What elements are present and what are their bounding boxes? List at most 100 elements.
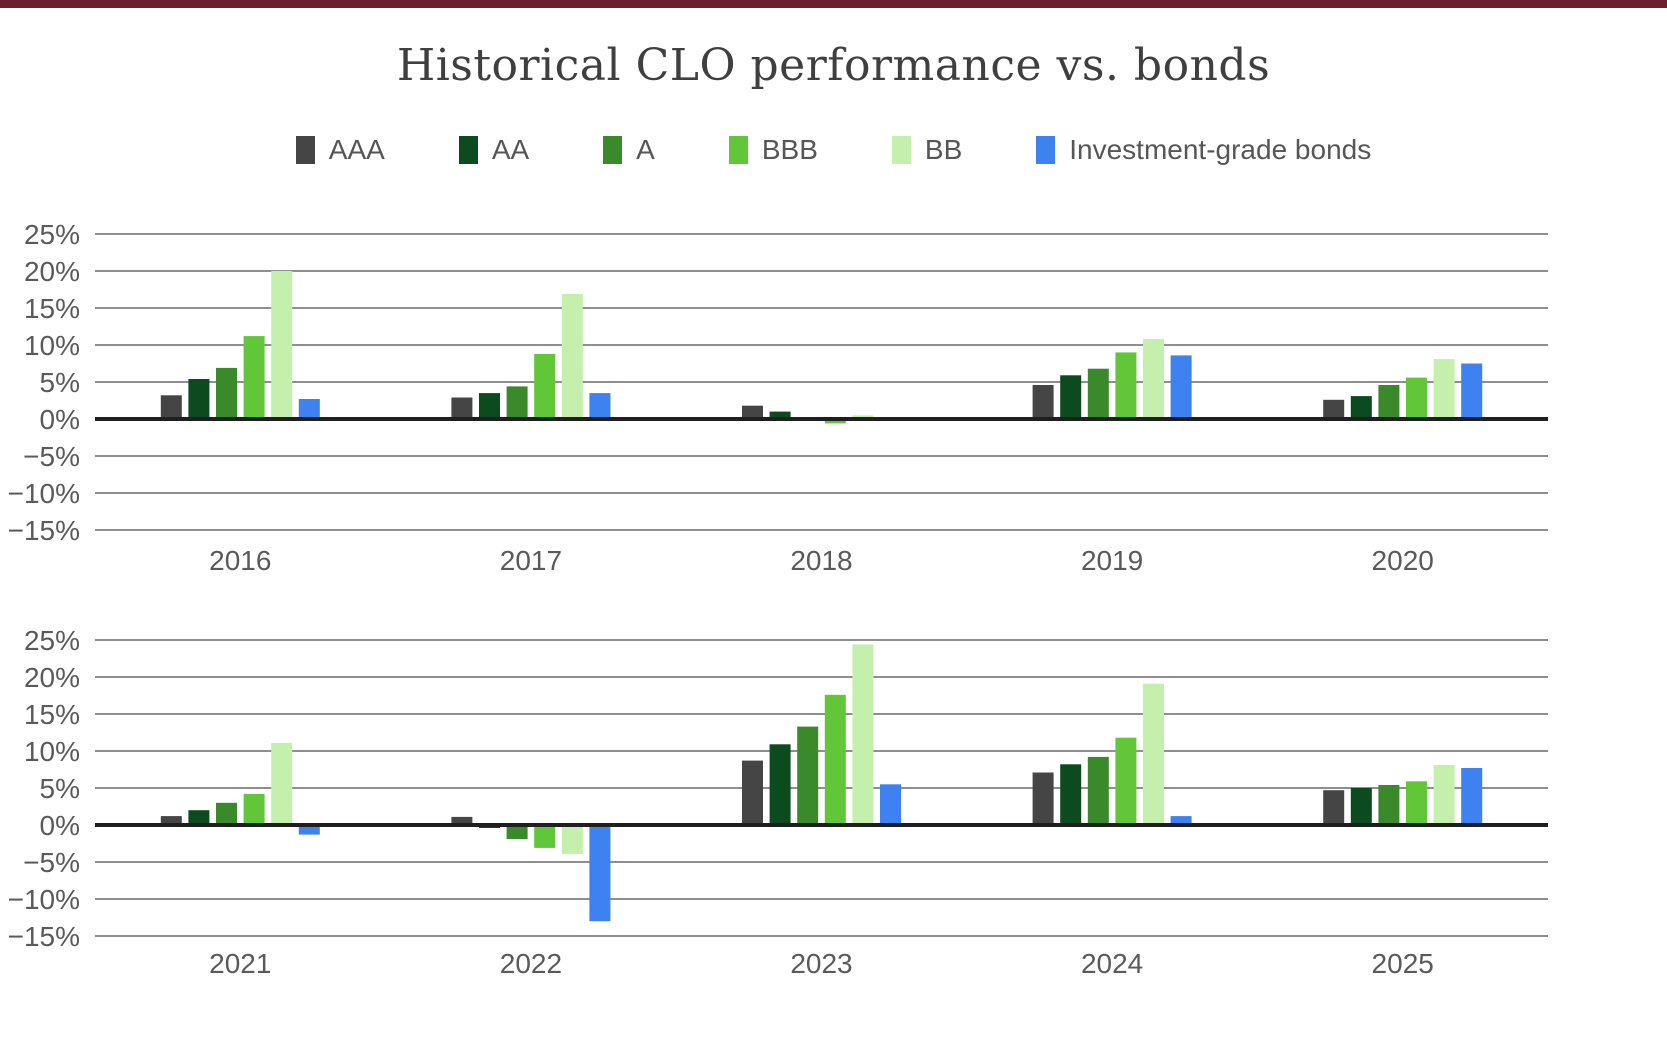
- legend-item-investment-grade-bonds: Investment-grade bonds: [1036, 134, 1371, 166]
- legend-swatch-a: [603, 136, 623, 164]
- legend-label-aaa: AAA: [328, 134, 385, 165]
- bar-2023-aa: [769, 744, 791, 825]
- y-tick-label: −10%: [8, 884, 80, 915]
- bar-2021-aa: [188, 810, 210, 825]
- bar-2024-bb: [1143, 683, 1164, 825]
- bar-2019-investment-grade-bonds: [1170, 355, 1192, 419]
- y-tick-label: 25%: [24, 219, 80, 250]
- x-tick-label: 2024: [1081, 948, 1143, 979]
- bar-2022-bbb: [534, 825, 556, 848]
- y-tick-label: −15%: [8, 921, 80, 952]
- chart-legend: AAA AA A BBB BB Investment-grade bonds: [0, 134, 1667, 166]
- bar-chart-panel-top: 25% 20% 15% 10% 5% 0% −5% −10% −15% 2016 2017 2018 2…: [8, 219, 1548, 576]
- x-tick-label: 2025: [1372, 948, 1434, 979]
- y-tick-label: −10%: [8, 478, 80, 509]
- bar-chart-panel-bottom: 25% 20% 15% 10% 5% 0% −5% −10% −15% 2021 2022 2023 2…: [8, 625, 1548, 979]
- legend-label-bbb: BBB: [761, 134, 818, 165]
- x-tick-label: 2022: [500, 948, 562, 979]
- bar-2022-aaa: [451, 816, 473, 825]
- bar-2025-aaa: [1323, 790, 1345, 825]
- bar-2019-aa: [1060, 375, 1082, 419]
- legend-label-bb: BB: [924, 134, 963, 165]
- bar-2019-aaa: [1032, 385, 1054, 419]
- bar-2017-bbb: [534, 353, 556, 419]
- bar-2020-bb: [1433, 359, 1455, 419]
- bar-2024-a: [1087, 756, 1109, 825]
- bar-2016-bbb: [243, 336, 265, 419]
- y-tick-label: 10%: [24, 330, 80, 361]
- bar-2016-bb: [271, 271, 293, 419]
- bar-2016-a: [216, 367, 237, 419]
- bar-2019-bbb: [1115, 352, 1137, 419]
- x-tick-label: 2023: [790, 948, 852, 979]
- x-tick-label: 2016: [209, 545, 271, 576]
- bar-2017-a: [506, 386, 528, 419]
- bar-2017-investment-grade-bonds: [589, 393, 611, 419]
- legend-item-aa: AA: [458, 134, 530, 166]
- legend-swatch-investment-grade-bonds: [1036, 136, 1056, 164]
- bar-2018-bbb: [824, 419, 846, 424]
- bar-2023-a: [797, 726, 819, 825]
- bar-2023-bb: [852, 644, 874, 825]
- bar-2018-aaa: [742, 405, 763, 419]
- bar-2018-aa: [769, 411, 791, 419]
- bar-2025-bbb: [1406, 781, 1427, 825]
- top-accent-bar: [0, 0, 1667, 8]
- x-tick-label: 2018: [790, 545, 852, 576]
- legend-label-investment-grade-bonds: Investment-grade bonds: [1069, 134, 1372, 165]
- y-tick-label: 20%: [24, 256, 80, 287]
- bar-2025-a: [1378, 785, 1400, 825]
- y-tick-label: −5%: [23, 441, 80, 472]
- bar-2023-bbb: [824, 694, 846, 825]
- x-tick-label: 2020: [1372, 545, 1434, 576]
- y-tick-label: 5%: [40, 367, 80, 398]
- bar-2024-bbb: [1115, 737, 1137, 825]
- legend-label-aa: AA: [491, 134, 530, 165]
- bar-2021-investment-grade-bonds: [298, 825, 320, 835]
- bar-2020-a: [1378, 385, 1400, 419]
- x-tick-label: 2021: [209, 948, 271, 979]
- bar-2025-investment-grade-bonds: [1461, 768, 1483, 825]
- bar-2022-a: [506, 825, 528, 840]
- x-tick-label: 2019: [1081, 545, 1143, 576]
- bar-2016-investment-grade-bonds: [298, 399, 320, 419]
- chart-title: Historical CLO performance vs. bonds: [396, 40, 1271, 91]
- legend-swatch-bbb: [728, 136, 748, 164]
- bar-2016-aaa: [160, 395, 182, 419]
- y-tick-label: 5%: [40, 773, 80, 804]
- bar-2024-aaa: [1032, 772, 1054, 825]
- legend-swatch-aa: [458, 136, 478, 164]
- bar-2017-aaa: [451, 397, 473, 419]
- bar-2020-investment-grade-bonds: [1461, 363, 1483, 419]
- bar-2019-a: [1087, 368, 1109, 419]
- bar-2021-bbb: [243, 793, 265, 825]
- bar-2017-aa: [479, 393, 500, 419]
- bar-2023-aaa: [742, 760, 763, 825]
- bar-2024-aa: [1060, 764, 1082, 825]
- bar-2022-investment-grade-bonds: [589, 825, 611, 922]
- bar-2022-bb: [561, 825, 583, 854]
- bar-2020-bbb: [1406, 377, 1427, 419]
- legend-label-a: A: [636, 134, 655, 165]
- y-tick-label: 10%: [24, 736, 80, 767]
- y-tick-label: 15%: [24, 699, 80, 730]
- bar-2020-aa: [1350, 396, 1372, 419]
- legend-item-bbb: BBB: [728, 134, 818, 166]
- bar-2017-bb: [561, 293, 583, 419]
- legend-item-a: A: [603, 134, 655, 166]
- bar-2024-investment-grade-bonds: [1170, 816, 1192, 825]
- y-tick-label: −15%: [8, 515, 80, 546]
- y-tick-label: −5%: [23, 847, 80, 878]
- bar-2019-bb: [1143, 339, 1164, 419]
- legend-item-bb: BB: [891, 134, 963, 166]
- y-tick-label: 20%: [24, 662, 80, 693]
- y-tick-label: 0%: [40, 810, 80, 841]
- bar-2016-aa: [188, 379, 210, 419]
- y-tick-label: 15%: [24, 293, 80, 324]
- y-tick-label: 25%: [24, 625, 80, 656]
- legend-swatch-aaa: [295, 136, 315, 164]
- bar-2025-aa: [1350, 788, 1372, 825]
- bar-2021-aaa: [160, 816, 182, 825]
- bar-2020-aaa: [1323, 399, 1345, 419]
